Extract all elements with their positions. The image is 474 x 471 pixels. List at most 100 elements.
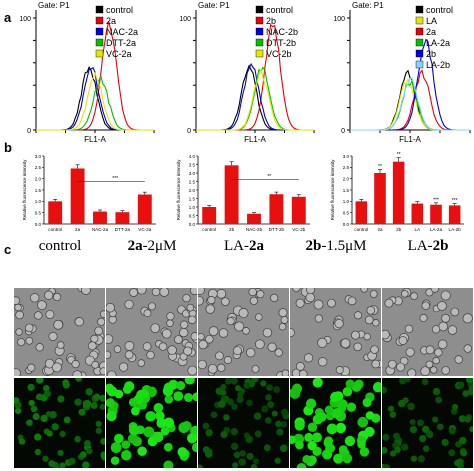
- fluorescent-cell: [457, 381, 465, 389]
- fluorescent-cell: [345, 379, 355, 389]
- fluorescent-cell: [316, 411, 327, 423]
- cell: [113, 345, 122, 353]
- fluorescent-cell: [30, 405, 38, 413]
- fluorescent-cell: [59, 462, 66, 468]
- gate-label: Gate: P1: [352, 1, 384, 10]
- y-tick-label: 0.0: [189, 222, 196, 227]
- cell: [262, 327, 273, 338]
- cell: [15, 328, 23, 336]
- cell: [410, 292, 418, 300]
- fluorescent-cell: [57, 395, 65, 403]
- fluorescent-cell: [82, 400, 91, 408]
- fluorescent-cell: [224, 378, 232, 385]
- fluorescent-cell: [427, 432, 434, 439]
- fluorescent-cell: [32, 412, 40, 421]
- cell: [298, 369, 308, 376]
- legend-label-LA: LA: [426, 16, 437, 26]
- legend-label-2b: 2b: [266, 16, 276, 26]
- fluorescent-cell: [230, 428, 238, 436]
- fluorescent-cell: [86, 447, 93, 455]
- fluorescent-cell: [14, 397, 20, 404]
- cell: [407, 368, 417, 376]
- cell: [214, 351, 224, 361]
- histogram-curve-2b: [196, 23, 314, 131]
- fluorescent-cell: [448, 449, 456, 457]
- fluorescent-cell: [234, 385, 241, 392]
- fluorescent-cell: [409, 425, 418, 434]
- fluorescent-cell: [223, 414, 230, 421]
- cell: [369, 290, 378, 298]
- bar-VC-2a: [137, 194, 152, 224]
- cell: [94, 326, 103, 336]
- fluorescent-cell: [333, 453, 344, 464]
- fluorescent-cell: [382, 433, 390, 441]
- fluorescent-cell: [146, 386, 157, 398]
- fluorescent-cell: [128, 397, 138, 407]
- fluorescent-cell: [275, 420, 282, 428]
- panel-label-c: c: [4, 242, 12, 257]
- legend-swatch: [255, 16, 264, 25]
- cell: [420, 366, 431, 376]
- histogram-curve-DTT-2b: [196, 66, 314, 131]
- cell: [370, 345, 379, 354]
- cell: [340, 338, 351, 349]
- cell: [305, 292, 315, 303]
- histogram-curve-LA: [350, 77, 470, 131]
- fluorescent-cell: [263, 444, 271, 452]
- cell: [430, 288, 439, 293]
- fluorescent-cell: [267, 401, 275, 409]
- cell: [242, 327, 250, 335]
- cell: [425, 345, 435, 355]
- y-tick-label: 3.0: [343, 154, 350, 159]
- fluorescent-cell: [82, 461, 90, 468]
- cell: [106, 350, 112, 359]
- significance-mark: **: [397, 152, 401, 158]
- legend-label-DTT-2a: DTT-2a: [106, 38, 136, 48]
- cell: [425, 288, 434, 297]
- cell: [161, 328, 172, 339]
- fluorescent-cell: [210, 411, 218, 418]
- legend-label-2a: 2a: [426, 27, 436, 37]
- cell: [56, 341, 65, 349]
- cell: [216, 289, 227, 299]
- significance-mark: ***: [452, 198, 458, 204]
- fluorescent-cell: [74, 435, 81, 443]
- fluorescent-cell: [362, 397, 372, 408]
- cell: [207, 296, 216, 305]
- cell: [251, 365, 260, 373]
- bar-VC-2b: [291, 196, 306, 224]
- legend-swatch: [95, 49, 104, 58]
- legend-swatch: [255, 49, 264, 58]
- fluorescent-cell: [99, 403, 105, 410]
- cell: [432, 356, 440, 365]
- cell: [447, 325, 458, 335]
- fluorescent-cell: [78, 408, 86, 416]
- fluorescent-cell: [110, 442, 122, 453]
- fluorescent-cell: [307, 422, 318, 432]
- y-tick-label: 0: [187, 128, 191, 135]
- fluorescent-cell: [178, 422, 190, 434]
- fluorescent-cell: [238, 458, 247, 466]
- cell: [278, 308, 288, 318]
- x-tick-label-control: control: [202, 227, 216, 232]
- fluorescent-cell: [153, 402, 164, 413]
- fluorescent-cell: [290, 435, 297, 444]
- fluorescent-cell: [243, 382, 251, 389]
- cell: [360, 288, 369, 293]
- cell: [159, 288, 170, 297]
- fluorescent-cell: [230, 378, 238, 385]
- panel-label-b: b: [4, 140, 12, 155]
- column-header-la-2b: LA-2b: [407, 238, 449, 254]
- cell: [71, 360, 80, 369]
- fluorescent-cell: [95, 420, 102, 428]
- fluorescent-cell: [459, 436, 467, 445]
- y-tick-label: 2.5: [343, 165, 350, 170]
- cell: [74, 317, 84, 327]
- bar-2b: [392, 161, 405, 224]
- y-tick-label: 100: [333, 16, 345, 23]
- fluorescent-cell: [121, 440, 131, 449]
- x-tick-label-DTT-2b: DTT-2b: [269, 227, 285, 232]
- x-tick-label-VC-2a: VC-2a: [138, 227, 151, 232]
- cell: [35, 343, 44, 352]
- fluorescent-cell: [458, 415, 466, 423]
